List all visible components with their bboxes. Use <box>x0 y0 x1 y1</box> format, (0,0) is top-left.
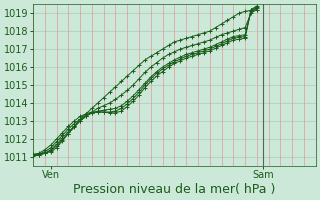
X-axis label: Pression niveau de la mer( hPa ): Pression niveau de la mer( hPa ) <box>73 183 276 196</box>
